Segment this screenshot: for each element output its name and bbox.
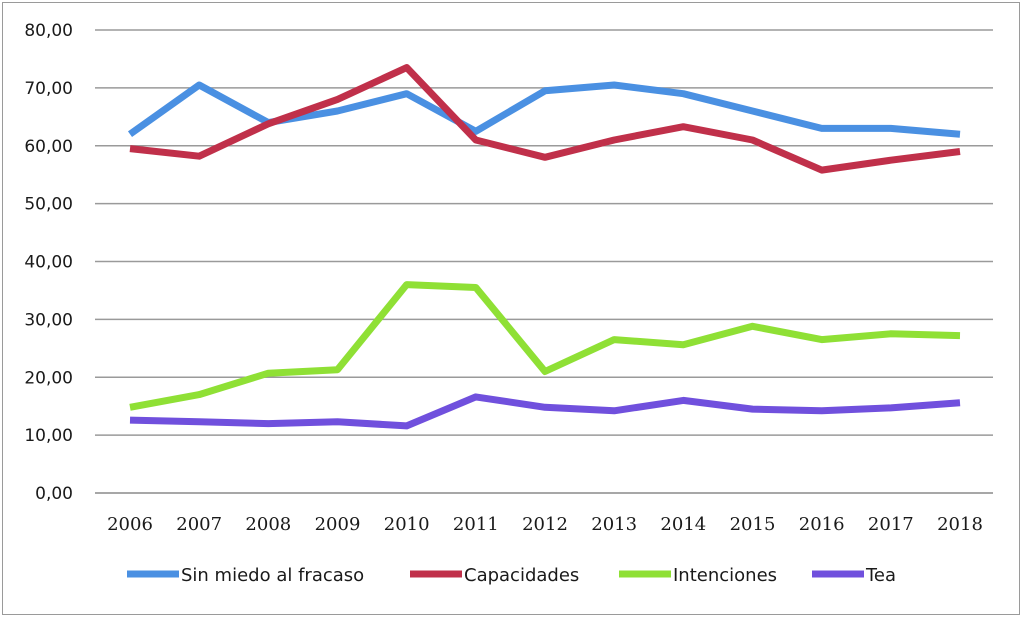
legend-label: Tea xyxy=(865,565,896,586)
series-lines xyxy=(127,64,961,430)
x-tick-label: 2015 xyxy=(730,514,776,535)
x-tick-label: 2011 xyxy=(453,514,499,535)
x-tick-label: 2016 xyxy=(799,514,845,535)
series-line xyxy=(129,281,961,411)
legend-label: Capacidades xyxy=(464,565,579,586)
x-tick-label: 2006 xyxy=(107,514,153,535)
x-tick-label: 2018 xyxy=(937,514,983,535)
x-tick-label: 2012 xyxy=(522,514,568,535)
y-axis-ticks: 0,00 10,00 20,00 30,00 40,00 50,00 60,00 70,00 8… xyxy=(24,21,73,504)
y-tick-label: 70,00 xyxy=(24,79,73,99)
y-tick-label: 80,00 xyxy=(24,21,73,41)
y-tick-label: 50,00 xyxy=(24,195,73,215)
x-tick-label: 2007 xyxy=(176,514,222,535)
legend-label: Sin miedo al fracaso xyxy=(181,565,364,586)
x-axis-ticks: 2006 2007 2008 2009 2010 2011 2012 2013 2014 2015… xyxy=(107,514,983,535)
legend-label: Intenciones xyxy=(673,565,777,586)
x-tick-label: 2013 xyxy=(591,514,637,535)
y-tick-label: 40,00 xyxy=(24,253,73,273)
y-tick-label: 10,00 xyxy=(24,426,73,446)
x-tick-label: 2009 xyxy=(315,514,361,535)
y-tick-label: 20,00 xyxy=(24,368,73,388)
x-tick-label: 2014 xyxy=(660,514,706,535)
y-tick-label: 60,00 xyxy=(24,137,73,157)
x-tick-label: 2010 xyxy=(384,514,430,535)
y-tick-label: 30,00 xyxy=(24,310,73,330)
gridlines xyxy=(95,29,993,494)
y-tick-label: 0,00 xyxy=(35,484,73,504)
x-tick-label: 2008 xyxy=(245,514,291,535)
legend: Sin miedo al fracaso Capacidades Intencion… xyxy=(127,565,896,586)
x-tick-label: 2017 xyxy=(868,514,914,535)
series-line xyxy=(129,393,961,430)
